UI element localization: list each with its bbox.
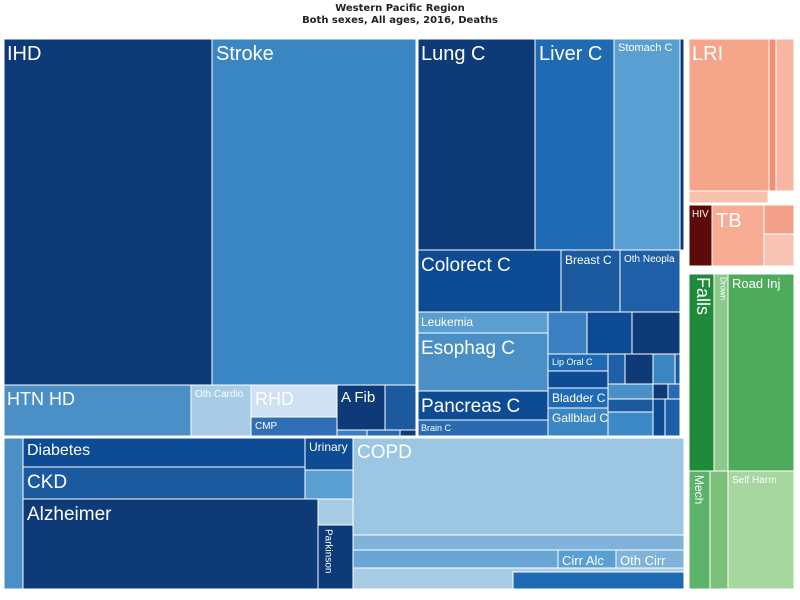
tile-label-diabetes: Diabetes bbox=[27, 442, 90, 459]
tile-63[interactable] bbox=[352, 534, 686, 551]
tile-oth_cardio[interactable] bbox=[190, 384, 252, 438]
tile-label-mech: Mech bbox=[692, 475, 706, 504]
tile-27[interactable] bbox=[652, 353, 676, 385]
tile-stomach[interactable] bbox=[613, 37, 681, 251]
tile-41[interactable] bbox=[768, 37, 777, 192]
tile-31[interactable] bbox=[667, 383, 681, 400]
tile-oth_neopla[interactable] bbox=[619, 249, 681, 313]
tile-30[interactable] bbox=[652, 383, 669, 400]
tile-copd[interactable] bbox=[352, 436, 686, 536]
tile-label-lung: Lung C bbox=[421, 43, 486, 65]
tile-label-stroke: Stroke bbox=[216, 43, 274, 65]
tile-42[interactable] bbox=[775, 37, 796, 192]
tile-label-rhd: RHD bbox=[255, 389, 294, 409]
group-border-4 bbox=[1, 435, 687, 592]
tile-label-ckd: CKD bbox=[27, 472, 67, 493]
tile-label-drown: Drown bbox=[718, 277, 727, 300]
chart-title: Western Pacific Region bbox=[335, 3, 465, 14]
tile-38[interactable] bbox=[652, 398, 666, 438]
tile-43[interactable] bbox=[687, 190, 769, 204]
group-border-3 bbox=[686, 271, 797, 592]
tile-self_harm[interactable] bbox=[727, 470, 796, 591]
tile-label-urinary: Urinary bbox=[309, 440, 348, 454]
tile-20[interactable] bbox=[547, 311, 588, 355]
tile-label-gallblad: Gallblad C bbox=[552, 411, 608, 425]
tile-37[interactable] bbox=[607, 411, 654, 438]
tile-label-lip_oral: Lip Oral C bbox=[552, 357, 593, 367]
tile-lri[interactable] bbox=[687, 37, 770, 192]
tile-28[interactable] bbox=[674, 353, 681, 385]
tile-road[interactable] bbox=[727, 272, 796, 472]
tile-29[interactable] bbox=[607, 383, 654, 400]
tile-label-stomach: Stomach C bbox=[618, 42, 672, 54]
tile-label-brain: Brain C bbox=[421, 423, 452, 433]
tile-label-pancreas: Pancreas C bbox=[421, 396, 520, 417]
tile-label-parkinson: Parkinson bbox=[323, 529, 334, 573]
tile-58[interactable] bbox=[304, 469, 354, 500]
tile-label-oth_cirr: Oth Cirr bbox=[620, 553, 666, 568]
tile-colorect[interactable] bbox=[416, 249, 562, 313]
tile-label-copd: COPD bbox=[357, 442, 412, 463]
tile-26[interactable] bbox=[624, 353, 654, 385]
tile-stroke[interactable] bbox=[211, 37, 418, 386]
tile-60[interactable] bbox=[317, 498, 354, 526]
tile-falls[interactable] bbox=[687, 272, 715, 472]
tile-tb[interactable] bbox=[711, 204, 765, 267]
tile-diabetes[interactable] bbox=[22, 436, 306, 468]
tile-64[interactable] bbox=[352, 549, 559, 569]
tile-label-ihd: IHD bbox=[7, 43, 41, 65]
tile-ckd[interactable] bbox=[22, 466, 306, 500]
tile-39[interactable] bbox=[664, 398, 681, 438]
tile-label-colorect: Colorect C bbox=[421, 255, 511, 276]
tile-label-tb: TB bbox=[716, 210, 742, 232]
tile-htn[interactable] bbox=[2, 384, 192, 438]
tile-label-cmp: CMP bbox=[255, 421, 278, 432]
tile-liver[interactable] bbox=[534, 37, 615, 251]
tile-label-oth_cardio: Oth Cardio bbox=[195, 389, 244, 400]
tile-label-hiv: HIV bbox=[692, 209, 709, 220]
tile-lung[interactable] bbox=[416, 37, 536, 251]
tile-hiv[interactable] bbox=[687, 204, 713, 267]
tile-label-liver: Liver C bbox=[539, 43, 602, 65]
tile-label-falls: Falls bbox=[693, 277, 713, 315]
tile-25[interactable] bbox=[607, 353, 626, 385]
tile-52[interactable] bbox=[709, 470, 729, 591]
tile-label-leukemia: Leukemia bbox=[421, 315, 473, 329]
tile-label-road: Road Inj bbox=[732, 276, 781, 291]
tile-ihd[interactable] bbox=[2, 37, 213, 386]
tile-68[interactable] bbox=[512, 571, 686, 591]
tile-54[interactable] bbox=[2, 436, 24, 591]
tile-parkinson[interactable] bbox=[317, 524, 354, 591]
tile-24[interactable] bbox=[547, 370, 609, 389]
tile-breast[interactable] bbox=[560, 249, 621, 313]
tile-label-htn: HTN HD bbox=[7, 389, 75, 409]
tile-label-alzheimer: Alzheimer bbox=[27, 504, 112, 525]
tile-label-esophag: Esophag C bbox=[421, 338, 515, 359]
tile-label-cirr: Cirr Alc bbox=[562, 553, 604, 568]
tile-label-lri: LRI bbox=[692, 43, 723, 65]
tile-21[interactable] bbox=[586, 311, 633, 355]
tile-22[interactable] bbox=[631, 311, 681, 355]
tile-47[interactable] bbox=[763, 233, 796, 267]
tile-label-self_harm: Self Harm bbox=[732, 475, 776, 486]
tile-label-afib: A Fib bbox=[341, 389, 375, 406]
tile-label-oth_neopla: Oth Neopla bbox=[624, 254, 675, 265]
chart-subtitle: Both sexes, All ages, 2016, Deaths bbox=[302, 15, 498, 26]
tile-label-breast: Breast C bbox=[565, 253, 612, 267]
group-border-2 bbox=[686, 36, 797, 272]
tile-36[interactable] bbox=[607, 398, 654, 413]
tile-7[interactable] bbox=[384, 384, 417, 431]
tile-46[interactable] bbox=[763, 204, 796, 235]
tile-drown[interactable] bbox=[713, 272, 729, 472]
tile-label-bladder: Bladder C bbox=[552, 391, 606, 405]
tile-pancreas[interactable] bbox=[416, 390, 549, 421]
